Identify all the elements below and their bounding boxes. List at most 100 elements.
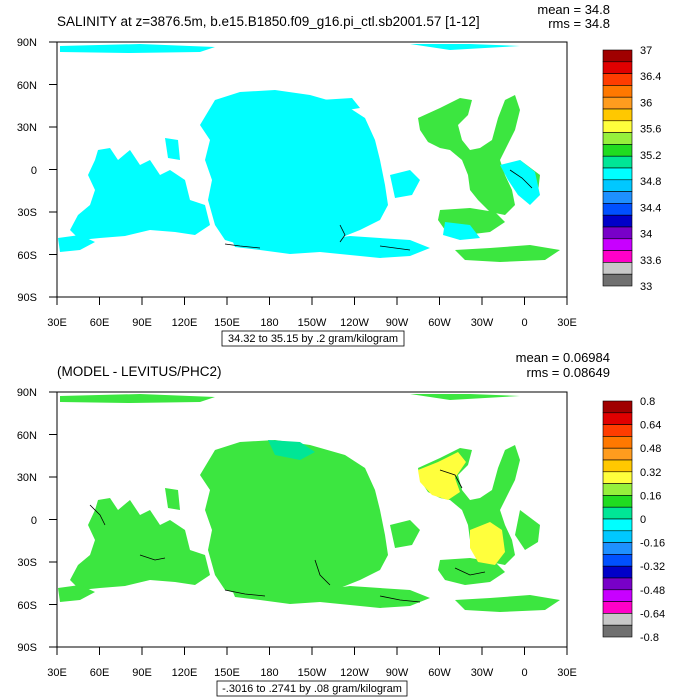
lon-label: 120W <box>340 667 369 679</box>
colorbar-swatch <box>602 73 633 86</box>
colorbar-label: -0.32 <box>640 561 665 573</box>
contour-lines <box>224 169 533 251</box>
panel-difference: (MODEL - LEVITUS/PHC2) mean = 0.06984 rm… <box>17 350 665 697</box>
colorbar-swatch <box>602 613 633 626</box>
lat-label: 30S <box>17 557 37 569</box>
lon-label: 30E <box>47 317 67 329</box>
colorbar-label: 0.16 <box>640 490 661 502</box>
mean-label: mean = 34.8 <box>537 2 610 17</box>
rms-label: rms = 0.08649 <box>527 365 610 380</box>
colorbar-swatch <box>602 565 633 579</box>
colorbar-swatch <box>602 412 633 425</box>
colorbar-swatch <box>602 601 633 614</box>
rms-label: rms = 34.8 <box>548 16 610 31</box>
colorbar-label: -0.64 <box>640 608 665 620</box>
lon-label: 90E <box>132 667 152 679</box>
colorbar-label: 36.4 <box>640 71 661 83</box>
ocean-field-edge <box>443 160 540 240</box>
colorbar-label: 0.64 <box>640 420 661 432</box>
colorbar-swatch <box>602 530 633 543</box>
contour-info-box: 34.32 to 35.15 by .2 gram/kilogram <box>221 330 405 347</box>
colorbar: 0.8 0.64 0.48 0.32 0.16 0 -0.16 -0.32 -0.48 -0.64… <box>602 396 665 644</box>
lon-axis: 30E 60E 90E 120E 150E 180 150W 120W 90W … <box>47 647 577 679</box>
lat-label: 0 <box>31 515 37 527</box>
colorbar-label: 0.32 <box>640 467 661 479</box>
colorbar: 37 36.4 36 35.6 35.2 34.8 34.4 34 33.6 33 <box>602 45 661 293</box>
colorbar-swatch <box>602 250 633 263</box>
lon-label: 0 <box>521 317 527 329</box>
colorbar-swatch <box>602 120 633 133</box>
colorbar-swatch <box>602 132 633 145</box>
colorbar-swatch <box>602 436 633 449</box>
colorbar-swatch <box>602 589 633 602</box>
colorbar-swatch <box>602 447 633 461</box>
ocean-field <box>58 44 520 258</box>
lon-label: 120E <box>172 317 198 329</box>
mean-label: mean = 0.06984 <box>516 350 610 365</box>
lon-label: 30E <box>557 667 577 679</box>
map-plot <box>56 41 568 298</box>
colorbar-swatch <box>602 506 633 520</box>
lat-label: 60S <box>17 250 37 262</box>
colorbar-label: 35.6 <box>640 124 661 136</box>
colorbar-swatch <box>602 459 633 473</box>
lon-label: 150E <box>214 667 240 679</box>
colorbar-label: 33.6 <box>640 255 661 267</box>
colorbar-swatch <box>602 49 633 63</box>
colorbar-label: 33 <box>640 281 652 293</box>
colorbar-swatch <box>602 400 633 414</box>
lon-label: 150W <box>298 667 327 679</box>
colorbar-label: 0.48 <box>640 443 661 455</box>
colorbar-label: -0.48 <box>640 585 665 597</box>
lat-label: 90S <box>17 292 37 304</box>
colorbar-label: 35.2 <box>640 150 661 162</box>
colorbar-label: 34.4 <box>640 202 661 214</box>
lat-label: 90N <box>17 387 37 399</box>
lon-label: 60W <box>428 317 451 329</box>
contour-info: -.3016 to .2741 by .08 gram/kilogram <box>222 683 402 695</box>
lat-label: 60S <box>17 600 37 612</box>
colorbar-label: -0.16 <box>640 538 665 550</box>
colorbar-swatch <box>602 518 633 532</box>
lon-label: 30E <box>557 317 577 329</box>
lat-label: 30N <box>17 122 37 134</box>
colorbar-swatch <box>602 85 633 98</box>
lon-label: 150W <box>298 317 327 329</box>
lon-label: 90W <box>386 667 409 679</box>
contour-info: 34.32 to 35.15 by .2 gram/kilogram <box>228 333 398 345</box>
colorbar-swatch <box>602 238 633 251</box>
lon-label: 180 <box>260 667 278 679</box>
lon-label: 120W <box>340 317 369 329</box>
ocean-field-negative <box>268 440 315 460</box>
colorbar-label: 34.8 <box>640 176 661 188</box>
colorbar-label: 0 <box>640 514 646 526</box>
colorbar-swatch <box>602 262 633 275</box>
colorbar-swatch <box>602 155 633 169</box>
colorbar-swatch <box>602 226 633 240</box>
lon-label: 150E <box>214 317 240 329</box>
lon-label: 30W <box>471 317 494 329</box>
panel-title: (MODEL - LEVITUS/PHC2) <box>57 364 222 379</box>
ocean-field-positive <box>418 452 505 565</box>
lon-label: 30W <box>471 667 494 679</box>
lon-label: 180 <box>260 317 278 329</box>
colorbar-swatch <box>602 624 633 638</box>
lon-label: 30E <box>47 667 67 679</box>
colorbar-swatch <box>602 167 633 181</box>
colorbar-swatch <box>602 96 633 110</box>
colorbar-label: 36 <box>640 97 652 109</box>
panel-title: SALINITY at z=3876.5m, b.e15.B1850.f09_g… <box>57 14 480 29</box>
colorbar-swatch <box>602 495 633 508</box>
lon-label: 60W <box>428 667 451 679</box>
colorbar-swatch <box>602 471 633 484</box>
lat-label: 30N <box>17 472 37 484</box>
lon-axis: 30E 60E 90E 120E 150E 180 150W 120W 90W … <box>47 297 577 329</box>
colorbar-label: 37 <box>640 45 652 57</box>
lon-label: 0 <box>521 667 527 679</box>
lat-label: 60N <box>17 80 37 92</box>
colorbar-label: -0.8 <box>640 632 659 644</box>
lat-label: 0 <box>31 165 37 177</box>
lon-label: 90W <box>386 317 409 329</box>
colorbar-label: 0.8 <box>640 396 655 408</box>
